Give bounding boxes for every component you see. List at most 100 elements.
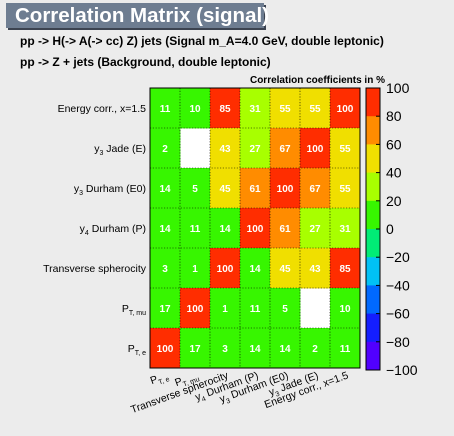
heatmap-cell: [270, 128, 301, 169]
cell-value-label: 1: [222, 304, 228, 315]
heatmap-cell: [270, 248, 301, 289]
heatmap-cell: [150, 208, 181, 249]
color-scale-tick-label: 40: [386, 165, 402, 181]
x-tick-label: PT, e: [149, 370, 171, 389]
cell-value-label: 2: [162, 144, 168, 155]
color-scale-band: [366, 285, 380, 314]
color-scale-tick-label: 100: [386, 80, 410, 96]
y-tick-label: y3 Durham (E0): [74, 183, 146, 197]
cell-value-label: 31: [339, 224, 351, 235]
cell-value-label: 2: [312, 344, 318, 355]
heatmap-cell: [300, 168, 331, 209]
color-scale-band: [366, 257, 380, 286]
color-scale-band: [366, 341, 380, 371]
color-scale-band: [366, 144, 380, 173]
cell-value-label: 43: [219, 144, 231, 155]
y-tick-label: PT, mu: [122, 303, 146, 317]
cell-value-label: 14: [159, 184, 171, 195]
color-scale-band: [366, 172, 380, 202]
color-scale-tick-label: 60: [386, 136, 402, 152]
heatmap-cell: [210, 128, 241, 169]
heatmap-cell: [240, 208, 271, 249]
heatmap-cell: [270, 288, 301, 329]
y-tick-label: PT, e: [128, 343, 146, 357]
heatmap-cell: [330, 248, 361, 289]
plot-frame: [149, 87, 361, 369]
cell-value-label: 45: [279, 264, 291, 275]
cell-value-label: 61: [279, 224, 291, 235]
heatmap-cell: [210, 208, 241, 249]
cell-value-label: 17: [159, 304, 171, 315]
color-scale-band: [366, 229, 380, 258]
color-scale-band: [366, 116, 380, 145]
heatmap-cell: [180, 88, 211, 129]
cell-value-label: 27: [309, 224, 321, 235]
cell-value-label: 85: [219, 104, 231, 115]
color-scale-band: [366, 200, 380, 230]
heatmap-cell: [180, 168, 211, 209]
color-scale-band: [366, 313, 380, 343]
heatmap-cell: [240, 248, 271, 289]
cell-value-label: 100: [337, 104, 354, 115]
heatmap-cell: [240, 128, 271, 169]
cell-value-label: 100: [277, 184, 294, 195]
cell-value-label: 61: [249, 184, 261, 195]
cell-value-label: 100: [187, 304, 204, 315]
heatmap-cell: [150, 88, 181, 129]
cell-value-label: 11: [160, 104, 171, 115]
color-scale-tick-label: 20: [386, 193, 402, 209]
color-scale-tick-label: −100: [386, 362, 418, 378]
heatmap-cell: [210, 168, 241, 209]
heatmap-cell: [180, 328, 211, 369]
heatmap-cell: [300, 208, 331, 249]
heatmap-cell: [330, 288, 361, 329]
cell-value-label: 10: [339, 304, 351, 315]
y-tick-label: Energy corr., x=1.5: [58, 103, 147, 115]
color-scale-tick-label: 0: [386, 221, 394, 237]
cell-value-label: 14: [159, 224, 171, 235]
heatmap-cells: [150, 88, 361, 369]
page-title: Correlation Matrix (signal): [15, 4, 270, 27]
heatmap-cell: [300, 328, 331, 369]
color-scale-tick-label: −80: [386, 334, 410, 350]
subtitle-background: pp -> Z + jets (Background, double lepto…: [20, 55, 271, 69]
heatmap-cell: [330, 328, 361, 369]
cell-value-label: 100: [307, 144, 324, 155]
cell-value-label: 85: [339, 264, 351, 275]
subtitle-signal: pp -> H(-> A(-> cc) Z) jets (Signal m_A=…: [20, 34, 384, 48]
heatmap-cell: [180, 288, 211, 329]
cell-value-label: 10: [189, 104, 201, 115]
heatmap-cell: [330, 128, 361, 169]
heatmap-cell: [150, 288, 181, 329]
y-tick-label: Transverse spherocity: [43, 263, 147, 275]
heatmap-cell: [150, 328, 181, 369]
cell-value-label: 67: [279, 144, 291, 155]
heatmap-cell: [270, 168, 301, 209]
cell-value-label: 3: [222, 344, 228, 355]
color-scale-tick-label: −40: [386, 277, 410, 293]
heatmap-cell: [180, 248, 211, 289]
cell-value-label: 11: [190, 224, 201, 235]
z-axis-label: Correlation coefficients in %: [250, 75, 385, 86]
cell-value-label: 31: [249, 104, 261, 115]
heatmap-cell: [270, 208, 301, 249]
cell-value-label: 14: [279, 344, 291, 355]
heatmap-cell: [300, 128, 331, 169]
heatmap-cell: [330, 208, 361, 249]
heatmap-cell: [210, 328, 241, 369]
heatmap-cell: [180, 208, 211, 249]
heatmap-cell: [270, 328, 301, 369]
cell-value-label: 5: [192, 184, 198, 195]
heatmap-cell: [210, 88, 241, 129]
cell-value-label: 14: [219, 224, 231, 235]
cell-value-label: 1: [192, 264, 198, 275]
color-scale-tick-label: −60: [386, 306, 410, 322]
color-scale-tick-label: 80: [386, 108, 402, 124]
heatmap-cell: [240, 88, 271, 129]
grid-lines: [150, 88, 360, 368]
cell-value-label: 55: [339, 144, 351, 155]
color-scale: 100 80 60 40 20 0 −20 −40 −60 −80 −100: [365, 80, 418, 378]
cell-value-label: 17: [189, 344, 201, 355]
cell-value-label: 14: [249, 264, 261, 275]
color-scale-band: [366, 88, 380, 117]
